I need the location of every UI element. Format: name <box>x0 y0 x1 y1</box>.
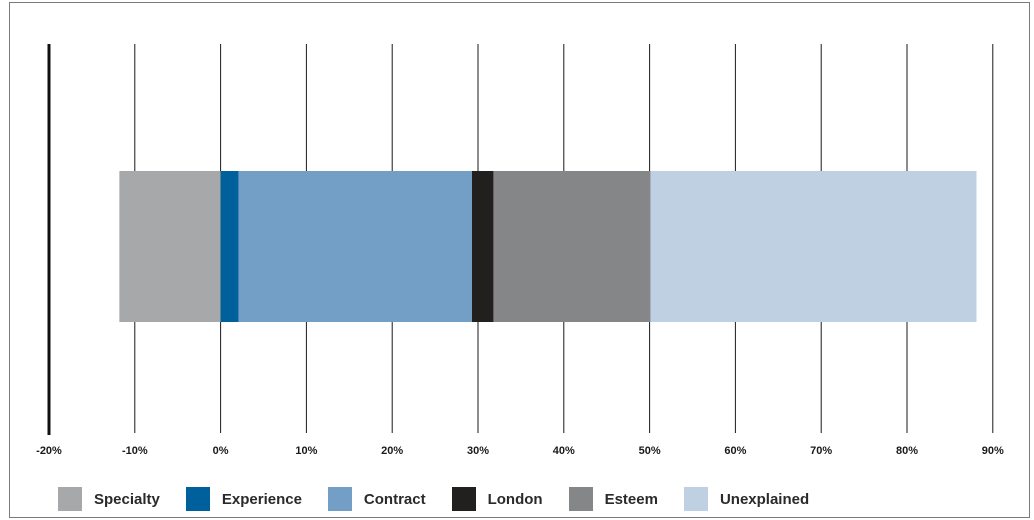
x-tick-label: 80% <box>896 445 918 457</box>
legend-label: Esteem <box>604 490 658 508</box>
legend-swatch <box>683 487 708 511</box>
x-tick-label: 60% <box>724 445 746 457</box>
legend-label: Unexplained <box>719 490 810 508</box>
x-tick-label: 20% <box>381 445 403 457</box>
legend-item-unexplained: Unexplained <box>683 487 810 511</box>
x-tick-label: 0% <box>213 445 229 457</box>
legend-label: Experience <box>221 490 302 508</box>
bar-segment-contract <box>238 171 472 322</box>
x-tick-label: 30% <box>467 445 489 457</box>
legend-item-london: London <box>451 487 543 511</box>
legend-swatch <box>327 487 352 511</box>
x-tick-label: 40% <box>553 445 575 457</box>
legend-label: Specialty <box>94 490 160 508</box>
bar-segment-london <box>471 171 494 322</box>
legend-swatch <box>58 487 82 511</box>
legend-label: Contract <box>363 490 426 508</box>
x-tick-label: -10% <box>122 445 148 457</box>
x-tick-label: 90% <box>982 445 1004 457</box>
x-tick-label: 50% <box>639 445 661 457</box>
legend-label: London <box>487 490 543 508</box>
chart-frame: -20% -10% 0% 10% 20% 30% 40% 50% 60% 70% 80% 90% Sp… <box>9 2 1030 518</box>
bar-segment-esteem <box>493 171 651 322</box>
legend: Specialty Experience Contract London Esteem U… <box>58 487 835 511</box>
chart-plot: -20% -10% 0% 10% 20% 30% 40% 50% 60% 70% 80% 90% <box>36 44 1004 457</box>
bar-segment-specialty <box>119 171 221 322</box>
legend-item-contract: Contract <box>327 487 426 511</box>
legend-item-experience: Experience <box>185 487 302 511</box>
bar-segment-experience <box>220 171 239 322</box>
x-tick-label: 70% <box>810 445 832 457</box>
bar-segment-unexplained <box>650 171 977 322</box>
stacked-bar <box>119 171 977 322</box>
legend-item-esteem: Esteem <box>568 487 658 511</box>
x-tick-label: 10% <box>295 445 317 457</box>
legend-swatch <box>568 487 593 511</box>
legend-swatch <box>185 487 210 511</box>
legend-swatch <box>451 487 476 511</box>
x-tick-label: -20% <box>36 445 62 457</box>
legend-item-specialty: Specialty <box>58 487 160 511</box>
x-axis-tick-labels: -20% -10% 0% 10% 20% 30% 40% 50% 60% 70% 80% 90% <box>36 445 1004 457</box>
